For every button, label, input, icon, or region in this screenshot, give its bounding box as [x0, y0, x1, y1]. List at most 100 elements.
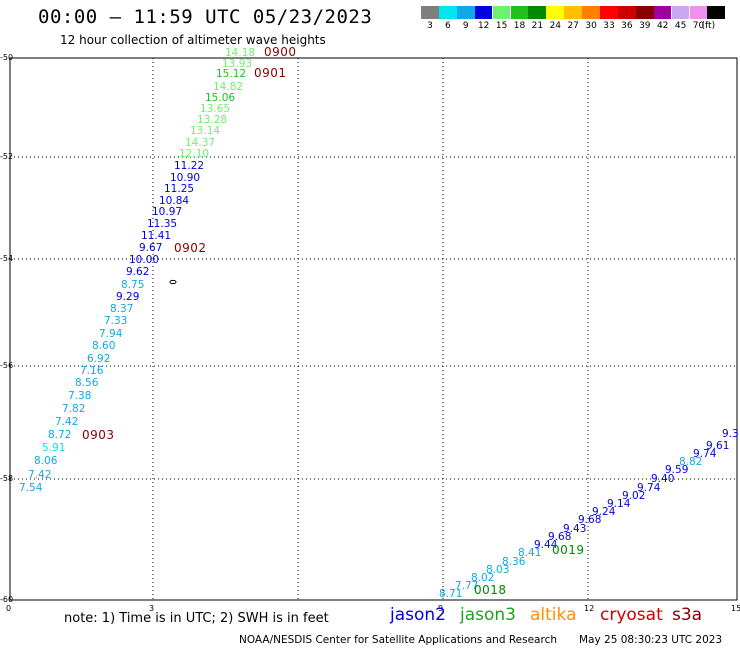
generated-timestamp: May 25 08:30:23 UTC 2023	[579, 634, 723, 646]
y-tick-label: -54	[0, 254, 14, 263]
hour-label: 0901	[254, 66, 287, 80]
legend-swatch	[617, 6, 636, 19]
wave-height-label: 7.42	[55, 416, 79, 428]
legend-swatch	[689, 6, 708, 19]
legend-swatch	[600, 6, 618, 19]
wave-height-label: 11.22	[174, 160, 205, 172]
wave-height-label: 7.38	[68, 390, 92, 402]
legend-swatch	[438, 6, 457, 19]
wave-height-label: 9.02	[622, 490, 646, 502]
legend-label: 70	[692, 21, 705, 31]
wave-height-label: 8.06	[34, 455, 58, 467]
x-tick-label: 9	[438, 604, 444, 613]
wave-height-label: 9.40	[651, 473, 675, 485]
x-tick-label: 0	[6, 604, 12, 613]
wave-height-label: 8.60	[92, 340, 116, 352]
legend-swatch	[707, 6, 726, 19]
wave-height-label: 10.84	[159, 195, 190, 207]
legend-label: 39	[639, 21, 651, 31]
wave-height-label: 15.06	[205, 92, 236, 104]
satellite-altika: altika	[530, 605, 577, 625]
legend-swatch	[564, 6, 582, 19]
wave-height-label: 11.35	[147, 218, 178, 230]
legend-swatch	[653, 6, 672, 19]
wave-height-label: 7.33	[104, 315, 128, 327]
wave-height-label: 7.54	[19, 482, 43, 494]
legend-label: 3	[427, 21, 433, 31]
legend-label: 33	[603, 21, 615, 31]
wave-height-label: 7.77	[455, 580, 479, 592]
wave-height-label: 13.65	[200, 103, 231, 115]
x-tick-label: 3	[149, 604, 155, 613]
legend-swatch	[671, 6, 690, 19]
wave-height-label: 8.36	[502, 556, 526, 568]
wave-height-label: 10.97	[152, 206, 183, 218]
legend-swatch	[421, 6, 439, 19]
legend-swatch	[582, 6, 600, 19]
satellite-cryosat: cryosat	[600, 605, 663, 625]
legend-swatch	[510, 6, 529, 19]
legend-unit: (ft)	[701, 21, 716, 31]
legend-swatch	[546, 6, 565, 19]
wave-height-label: 11.41	[141, 230, 172, 242]
wave-height-label: 7.16	[80, 365, 104, 377]
hour-label: 0902	[174, 241, 207, 255]
legend-label: 27	[567, 21, 579, 31]
wave-height-label: 7.94	[99, 328, 123, 340]
wave-height-label: 9.44	[534, 539, 558, 551]
legend-label: 30	[585, 21, 597, 31]
wave-height-label: 9.61	[706, 440, 730, 452]
wave-height-label: 14.82	[213, 81, 244, 93]
island-outline	[169, 279, 177, 285]
legend-label: 9	[462, 21, 469, 31]
page-title: 00:00 – 11:59 UTC 05/23/2023	[38, 6, 373, 28]
wave-height-label: 11.25	[164, 183, 195, 195]
wave-height-label: 13.93	[222, 58, 253, 70]
wave-height-label: 8.75	[121, 279, 145, 291]
legend-swatch	[492, 6, 511, 19]
legend-swatch	[528, 6, 547, 19]
wave-height-label: 10.00	[129, 254, 160, 266]
wave-height-label: 6.92	[87, 353, 111, 365]
legend-label: 15	[495, 21, 508, 31]
wave-height-label: 8.72	[48, 429, 72, 441]
footer-note: note: 1) Time is in UTC; 2) SWH is in fe…	[64, 611, 329, 626]
legend-label: 12	[477, 21, 490, 31]
wave-height-label: 8.56	[75, 377, 99, 389]
y-tick-label: -52	[0, 152, 14, 161]
y-tick-label: -60	[0, 595, 14, 604]
page-subtitle: 12 hour collection of altimeter wave hei…	[60, 33, 326, 47]
wave-height-label: 15.12	[216, 68, 247, 80]
legend-label: 18	[513, 21, 526, 31]
wave-height-label: 12.10	[179, 148, 210, 160]
wave-height-label: 7.42	[28, 469, 52, 481]
satellite-jason2: jason2	[390, 605, 446, 625]
wave-height-label: 13.14	[190, 125, 221, 137]
x-tick-label: 12	[584, 604, 595, 613]
legend-label: 42	[656, 21, 669, 31]
hour-label: 0018	[474, 583, 507, 597]
wave-height-label: 9.74	[693, 448, 717, 460]
y-tick-label: -50	[0, 53, 14, 62]
wave-height-label: 9.68	[578, 514, 602, 526]
legend-label: 36	[621, 21, 633, 31]
legend-label: 45	[674, 21, 687, 31]
legend-label: 24	[549, 21, 562, 31]
wave-height-label: 10.90	[170, 172, 201, 184]
hour-label: 0900	[264, 45, 297, 59]
wave-height-label: 14.18	[225, 47, 256, 59]
wave-height-label: 9.29	[116, 291, 140, 303]
wave-height-label: 9.67	[139, 242, 163, 254]
wave-height-label: 9.24	[592, 506, 616, 518]
legend-swatch	[635, 6, 654, 19]
wave-height-label: 14.37	[185, 137, 216, 149]
wave-height-label: 9.68	[548, 531, 572, 543]
wave-height-label: 8.03	[486, 564, 510, 576]
wave-height-label: 8.71	[439, 588, 463, 600]
wave-height-label: 8.02	[471, 572, 495, 584]
credit-text: NOAA/NESDIS Center for Satellite Applica…	[239, 634, 557, 646]
wave-height-label: 9.31	[722, 428, 740, 440]
wave-height-label: 8.82	[679, 456, 703, 468]
wave-height-label: 9.43	[563, 523, 587, 535]
